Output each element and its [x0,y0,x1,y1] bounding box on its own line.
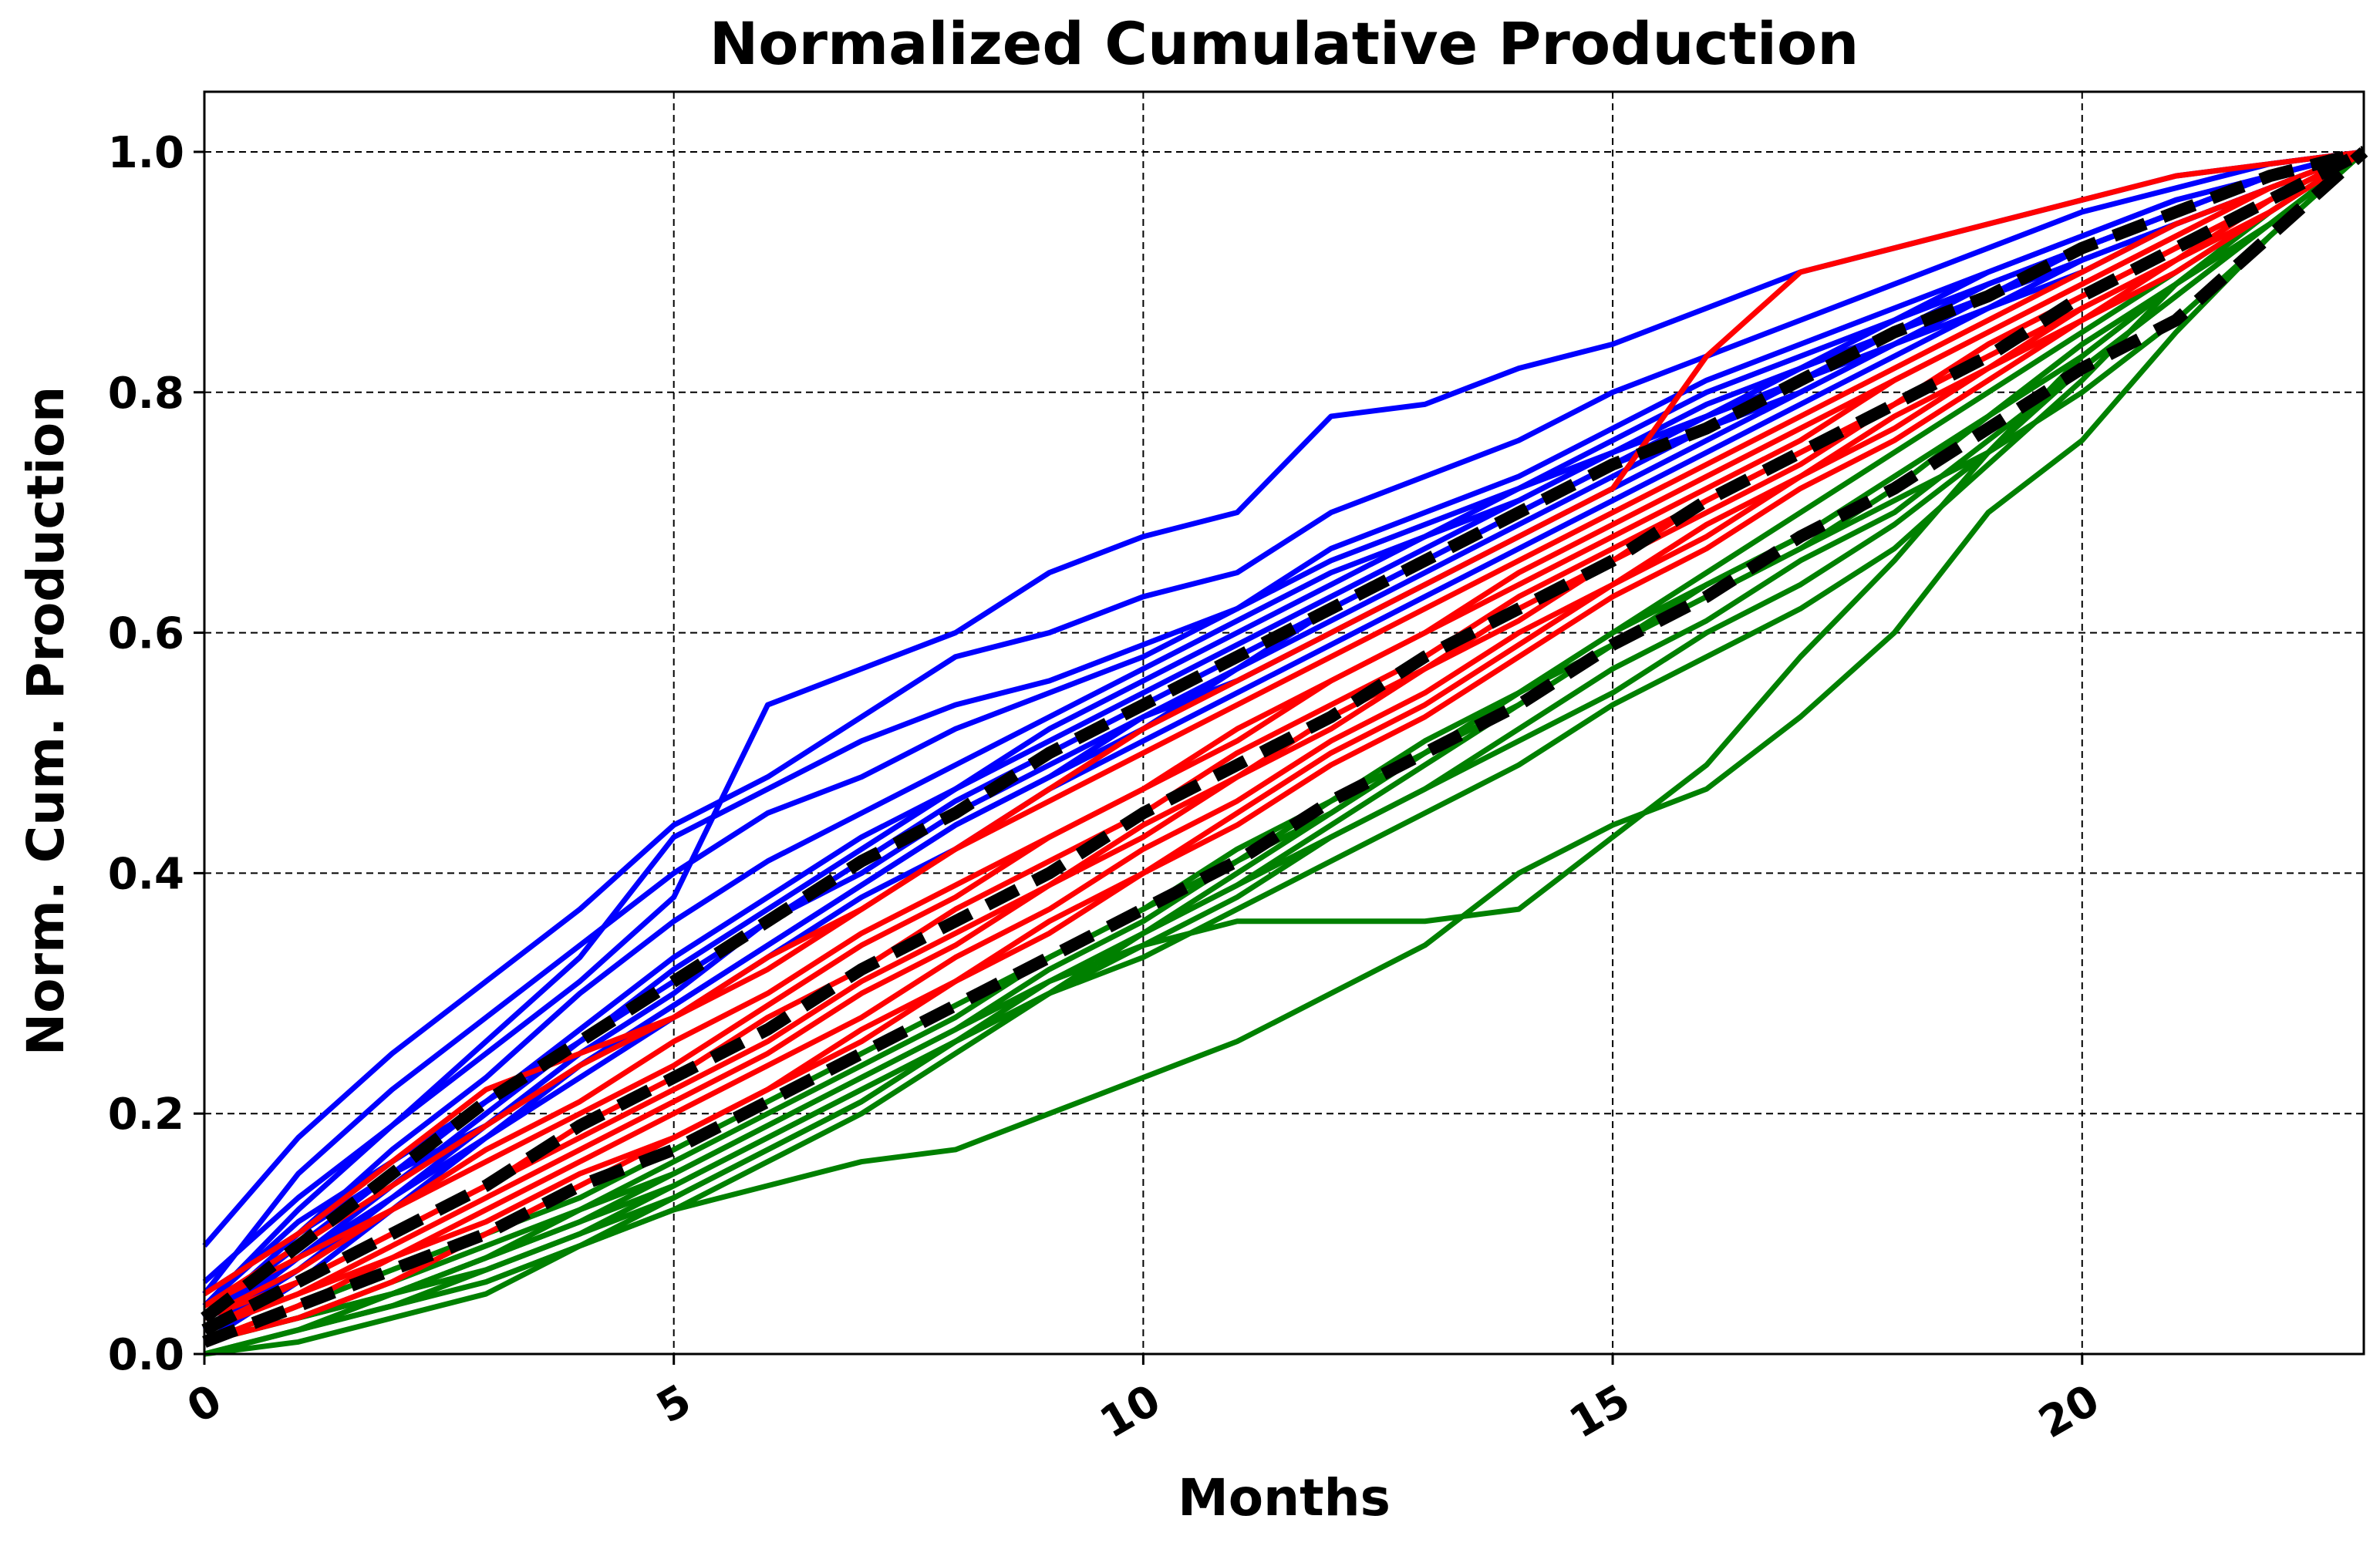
y-tick-label: 0.6 [108,609,184,659]
y-axis-label: Norm. Cum. Production [16,386,76,1056]
y-tick-label: 0.0 [108,1330,184,1380]
series-line-blue [202,149,2365,1309]
reference-dashed-line [201,146,2367,1335]
series-line-red [203,149,2365,1309]
series-line-blue [203,149,2365,1321]
x-axis-label: Months [1178,1468,1391,1527]
y-tick-label: 0.2 [108,1090,184,1140]
reference-lines [201,146,2368,1348]
chart-title: Normalized Cumulative Production [710,9,1859,78]
series-line-green [204,150,2365,1357]
y-tick-label: 1.0 [108,128,184,178]
series-line-red [203,150,2365,1333]
plot-area-frame [203,90,2365,1356]
series-line-green [203,150,2366,1345]
y-tick-label: 0.8 [108,369,184,419]
series-line-blue [202,149,2365,1248]
series-line-green [204,150,2366,1357]
series-line-green [204,150,2366,1345]
y-tick-label: 0.4 [108,849,184,899]
series-line-red [203,149,2365,1296]
reference-dashed-line [202,147,2368,1348]
series-line-red [203,149,2365,1309]
reference-dashed-line [201,146,2365,1323]
